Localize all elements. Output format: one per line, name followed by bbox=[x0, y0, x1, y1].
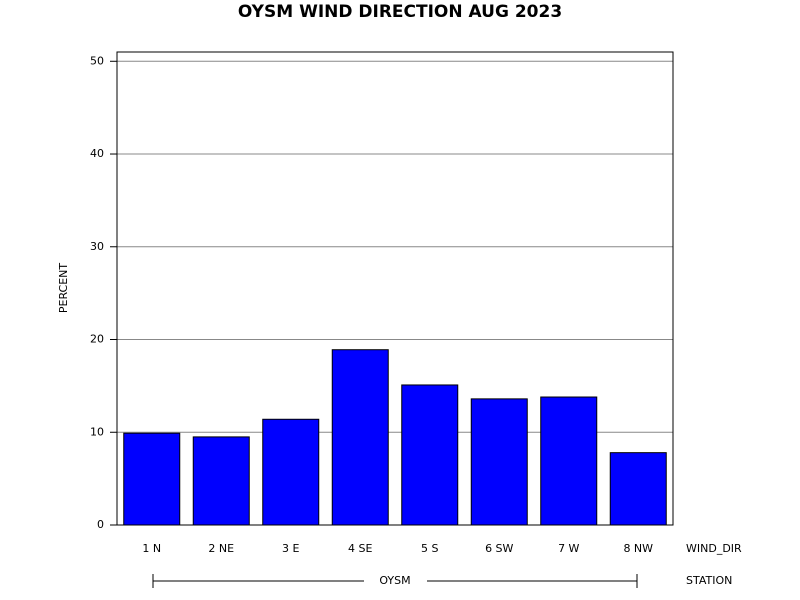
y-tick-label: 10 bbox=[90, 425, 104, 438]
bar bbox=[470, 398, 528, 526]
group-label: OYSM bbox=[379, 574, 410, 587]
x-tick-label: 4 SE bbox=[348, 542, 372, 555]
x-tick-label: 5 S bbox=[421, 542, 438, 555]
plot-frame bbox=[116, 51, 674, 526]
y-tick-label: 30 bbox=[90, 240, 104, 253]
y-axis-label: PERCENT bbox=[57, 263, 70, 314]
bar bbox=[331, 349, 389, 526]
x-tick-label: 3 E bbox=[282, 542, 299, 555]
x-tick-label: 6 SW bbox=[485, 542, 513, 555]
x-tick-label: 1 N bbox=[142, 542, 161, 555]
y-tick-label: 0 bbox=[97, 518, 104, 531]
bar bbox=[262, 418, 320, 526]
chart-title: OYSM WIND DIRECTION AUG 2023 bbox=[238, 2, 562, 22]
bar bbox=[123, 432, 181, 526]
bar bbox=[401, 384, 459, 526]
y-tick-label: 40 bbox=[90, 147, 104, 160]
x-tick-label: 7 W bbox=[558, 542, 579, 555]
x-tick-label: 2 NE bbox=[208, 542, 234, 555]
bar bbox=[540, 396, 598, 526]
x-axis-label: WIND_DIR bbox=[686, 542, 742, 555]
bar bbox=[192, 436, 250, 526]
y-tick-label: 20 bbox=[90, 333, 104, 346]
x-tick-label: 8 NW bbox=[623, 542, 653, 555]
group-axis-label: STATION bbox=[686, 574, 732, 587]
y-tick-label: 50 bbox=[90, 54, 104, 67]
bar bbox=[609, 452, 667, 526]
